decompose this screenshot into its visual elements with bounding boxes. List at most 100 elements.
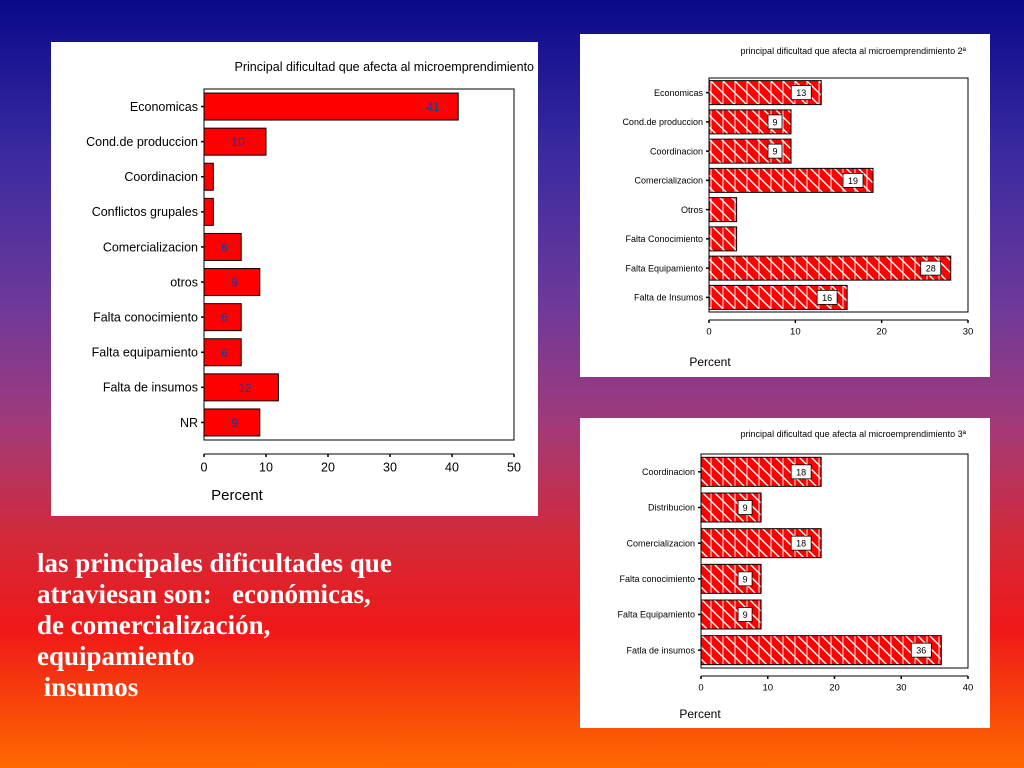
x-axis-label: Percent (689, 355, 731, 369)
x-axis-label: Percent (211, 487, 264, 504)
chart-2-svg: principal dificultad que afecta al micro… (622, 46, 974, 369)
data-label-box (767, 114, 783, 130)
x-tick-label: 30 (383, 461, 397, 475)
bar (203, 162, 214, 191)
bar (708, 255, 952, 281)
category-label: Comercializacion (634, 176, 703, 186)
data-label: 41 (426, 100, 440, 114)
category-label: Falta conocimiento (93, 311, 198, 325)
data-label: 18 (796, 467, 806, 477)
bar (700, 635, 942, 666)
data-label: 18 (796, 539, 806, 549)
x-tick-label: 0 (698, 683, 703, 694)
category-label: Distribucion (648, 503, 695, 513)
x-tick-label: 10 (259, 461, 273, 475)
caption-line: atraviesan son: económicas, (37, 579, 371, 609)
category-label: Economicas (130, 100, 198, 114)
x-tick-label: 20 (829, 683, 840, 694)
category-label: Cond.de produccion (622, 117, 703, 127)
data-label-box (920, 260, 942, 276)
x-axis-label: Percent (679, 707, 721, 721)
data-label: 6 (221, 346, 228, 360)
data-label: 9 (231, 276, 238, 290)
x-tick-label: 40 (963, 683, 974, 694)
data-label-box (790, 464, 812, 480)
data-label: 16 (822, 293, 832, 303)
plot-frame (708, 77, 969, 313)
category-label: Economicas (654, 88, 704, 98)
plot-frame (203, 88, 515, 441)
category-label: Falta de insumos (103, 381, 198, 395)
category-label: Falta Equipamiento (625, 263, 703, 273)
x-tick-label: 20 (321, 461, 335, 475)
data-label: 10 (231, 135, 245, 149)
data-label: 6 (221, 241, 228, 255)
data-label: 9 (743, 574, 748, 584)
category-label: Coordinacion (642, 467, 695, 477)
bar (708, 226, 738, 252)
x-tick-label: 30 (896, 683, 907, 694)
category-label: Fatla de insumos (626, 645, 695, 655)
data-label-box (737, 607, 753, 622)
data-label-box (842, 172, 864, 188)
category-label: Otros (681, 205, 704, 215)
data-label: 9 (743, 610, 748, 620)
bar (203, 408, 261, 437)
caption-line: las principales dificultades que (37, 548, 392, 578)
category-label: otros (170, 275, 198, 289)
category-label: Coordinacion (650, 146, 703, 156)
chart-title: Principal dificultad que afecta al micro… (235, 60, 535, 74)
data-label: 13 (796, 88, 806, 98)
chart-panel-1: Principal dificultad que afecta al micro… (51, 42, 538, 516)
chart-title: principal dificultad que afecta al micro… (741, 429, 967, 439)
caption-line: equipamiento (37, 641, 195, 671)
data-label: 9 (773, 147, 778, 157)
category-label: Comercializacion (103, 240, 198, 254)
chart-3-svg: principal dificultad que afecta al micro… (617, 429, 974, 721)
data-label: 19 (848, 176, 858, 186)
data-label-box (767, 143, 783, 159)
category-label: Falta de Insumos (634, 293, 704, 303)
category-label: Conflictos grupales (92, 205, 198, 219)
data-label-box (737, 571, 753, 587)
plot-frame (700, 453, 969, 669)
bar (708, 197, 738, 223)
data-label: 9 (231, 416, 238, 430)
x-tick-label: 10 (762, 683, 773, 694)
slide-caption: las principales dificultades que atravie… (37, 548, 557, 703)
category-label: Falta conocimiento (619, 574, 695, 584)
chart-1-svg: Principal dificultad que afecta al micro… (86, 60, 535, 504)
data-label: 28 (926, 264, 936, 274)
x-tick-label: 50 (507, 461, 521, 475)
data-label: 36 (916, 646, 926, 656)
x-tick-label: 40 (445, 461, 459, 475)
category-label: Coordinacion (124, 170, 198, 184)
x-tick-label: 10 (790, 327, 801, 338)
bar (203, 197, 214, 226)
x-tick-label: 30 (963, 327, 974, 338)
caption-line: de comercialización, (37, 610, 271, 640)
data-label-box (910, 642, 932, 658)
caption-line: insumos (37, 672, 139, 702)
data-label: 6 (221, 311, 228, 325)
category-label: Cond.de produccion (86, 135, 198, 149)
category-label: Comercializacion (626, 538, 695, 548)
chart-panel-2: principal dificultad que afecta al micro… (580, 34, 990, 377)
x-tick-label: 20 (876, 327, 887, 338)
bar (203, 92, 459, 121)
data-label-box (816, 289, 838, 305)
data-label-box (790, 535, 812, 551)
chart-panel-3: principal dificultad que afecta al micro… (580, 418, 990, 728)
data-label: 9 (743, 503, 748, 513)
chart-title: principal dificultad que afecta al micro… (741, 46, 967, 56)
bar (203, 303, 242, 332)
data-label: 9 (773, 117, 778, 127)
x-tick-label: 0 (706, 327, 711, 338)
category-label: Falta Equipamiento (617, 610, 695, 620)
data-label-box (790, 85, 812, 101)
category-label: Falta Conocimiento (625, 234, 703, 244)
x-tick-label: 0 (201, 461, 208, 475)
data-label-box (737, 500, 753, 515)
bar (203, 373, 279, 402)
category-label: NR (180, 416, 198, 430)
